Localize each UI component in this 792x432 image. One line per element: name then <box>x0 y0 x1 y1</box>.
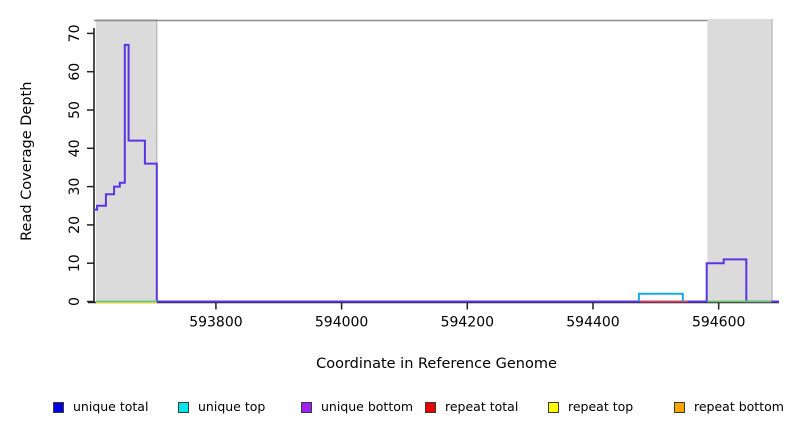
legend-swatch-icon <box>53 401 64 413</box>
legend-label: repeat bottom <box>694 399 784 414</box>
legend-swatch-icon <box>548 401 559 413</box>
legend-item-unique-total: unique total <box>53 399 148 415</box>
series-unique-coverage-line <box>94 43 779 303</box>
legend-item-repeat-total: repeat total <box>425 399 518 415</box>
legend-item-unique-bottom: unique bottom <box>301 399 413 415</box>
y-tick-label: 20 <box>67 216 83 234</box>
y-tick-label: 10 <box>67 254 83 272</box>
x-tick-label: 594200 <box>441 315 494 331</box>
x-tick-label: 593800 <box>189 315 242 331</box>
series-unique-top-box <box>637 292 684 302</box>
legend-swatch-icon <box>674 401 685 413</box>
legend-swatch-icon <box>301 401 312 413</box>
x-axis-ticks: 593800 594000 594200 594400 594600 <box>189 302 745 331</box>
x-axis-title: Coordinate in Reference Genome <box>316 356 557 372</box>
legend-label: unique bottom <box>321 399 414 414</box>
legend-label: repeat top <box>568 399 634 414</box>
y-axis-ticks: 0 10 20 30 40 50 60 70 <box>67 24 94 306</box>
y-tick-label: 30 <box>67 178 83 196</box>
legend-item-repeat-bottom: repeat bottom <box>674 399 784 415</box>
legend-item-repeat-top: repeat top <box>548 399 633 415</box>
x-tick-label: 594000 <box>315 315 368 331</box>
legend-swatch-icon <box>425 401 436 413</box>
legend-label: unique top <box>198 399 266 414</box>
legend-label: unique total <box>73 399 149 414</box>
legend-label: repeat total <box>445 399 519 414</box>
legend-item-unique-top: unique top <box>178 399 265 415</box>
y-tick-label: 0 <box>67 297 83 306</box>
y-axis-title: Read Coverage Depth <box>19 82 35 241</box>
y-tick-label: 50 <box>67 101 83 119</box>
y-tick-label: 40 <box>67 139 83 157</box>
y-tick-label: 60 <box>67 63 83 81</box>
shaded-region-left <box>95 19 157 303</box>
legend-swatch-icon <box>178 401 189 413</box>
x-tick-label: 594600 <box>692 315 745 331</box>
shaded-region-right <box>707 19 773 303</box>
y-tick-label: 70 <box>67 24 83 42</box>
x-tick-label: 594400 <box>566 315 619 331</box>
